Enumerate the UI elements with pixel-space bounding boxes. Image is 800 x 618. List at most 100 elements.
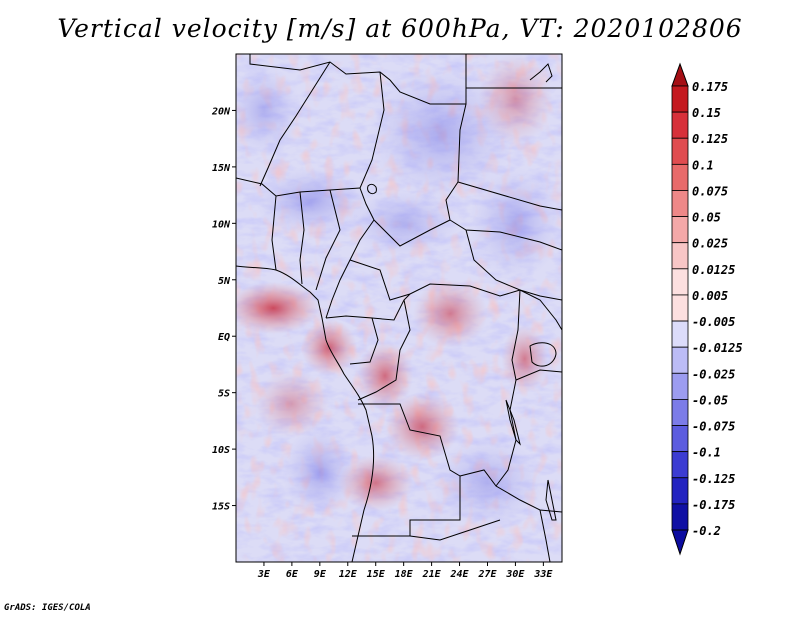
colorbar-label: 0.05 (692, 211, 721, 225)
velocity-field (236, 54, 562, 562)
colorbar-label: -0.075 (692, 420, 735, 434)
border-nigeria (315, 189, 341, 291)
colorbar-segment (671, 216, 689, 244)
colorbar-segment (671, 190, 689, 217)
border-north-2 (259, 61, 331, 187)
border-mozambique (539, 509, 551, 562)
lake-chad (367, 183, 377, 195)
country-borders (236, 54, 562, 562)
lake-tanganyika (505, 399, 521, 446)
velocity-anomalies (236, 54, 562, 529)
map-panel (235, 53, 563, 563)
border-car (349, 259, 521, 301)
colorbar-segment (671, 320, 689, 348)
colorbar-segment (671, 425, 689, 453)
colorbar-label: -0.175 (692, 498, 735, 512)
colorbar-bottom-arrow (671, 529, 689, 556)
colorbar: 0.175 0.15 0.125 0.1 0.075 0.05 0.025 0.0125 0.0… (671, 62, 743, 556)
lon-tick-label: 15E (367, 569, 386, 580)
border-sudan (457, 181, 562, 211)
colorbar-label: -0.125 (692, 472, 735, 486)
border-gabon (325, 315, 379, 365)
colorbar-segment (671, 372, 689, 400)
lat-tick-label: 5N (218, 276, 231, 287)
border-west-2 (271, 195, 277, 271)
updraft-positive-4 (385, 392, 460, 461)
border-congo (371, 293, 411, 321)
colorbar-segment (671, 451, 689, 479)
border-south (409, 519, 501, 541)
grads-credit: GrADS: IGES/COLA (4, 603, 91, 613)
lat-tick-label: 5S (218, 389, 230, 400)
colorbar-segment (671, 268, 689, 296)
colorbar-segment (671, 294, 689, 322)
colorbar-label: -0.025 (692, 367, 735, 381)
colorbar-label: -0.2 (692, 524, 721, 538)
lat-tick-label: 10S (212, 445, 230, 456)
colorbar-label: -0.1 (692, 446, 721, 460)
updraft-negative-2 (347, 189, 460, 258)
colorbar-label: 0.1 (692, 158, 714, 172)
updraft-positive-0 (236, 282, 320, 334)
lon-tick-label: 30E (505, 569, 525, 580)
colorbar-label: 0.025 (692, 237, 728, 251)
colorbar-segment (671, 85, 689, 113)
updraft-positive-5 (338, 454, 413, 512)
lake-malawi (545, 479, 557, 521)
lat-tick-label: 15S (212, 502, 230, 513)
colorbar-label: 0.175 (692, 80, 728, 94)
colorbar-segment (671, 163, 689, 191)
lat-tick-label: 15N (212, 163, 231, 174)
updraft-negative-4 (282, 426, 358, 517)
border-west-3 (299, 191, 305, 285)
updraft-negative-3 (468, 166, 562, 280)
border-south-sudan (465, 229, 562, 301)
lat-tick-label: 10N (212, 219, 231, 230)
latitude-axis: 20N 15N 10N 5N EQ 5S 10S 15S (211, 106, 236, 513)
red-sea-coast (529, 63, 553, 83)
lon-tick-label: 3E (257, 569, 271, 580)
colorbar-segment (671, 111, 689, 139)
longitude-axis: 3E 6E 9E 12E 15E 18E 21E 24E 27E 30E 33E (257, 562, 553, 580)
colorbar-label: 0.15 (692, 106, 721, 120)
border-angola-zambia (352, 476, 461, 537)
colorbar-segment (671, 242, 689, 270)
plot-title: Vertical velocity [m/s] at 600hPa, VT: 2… (57, 14, 743, 43)
colorbar-label: -0.0125 (692, 341, 743, 355)
lon-tick-label: 6E (286, 569, 299, 580)
updraft-positive-7 (478, 54, 553, 145)
lon-tick-label: 9E (314, 569, 327, 580)
colorbar-segment (671, 137, 689, 165)
lon-tick-label: 27E (477, 569, 497, 580)
updraft-negative-5 (431, 437, 544, 529)
updraft-negative-6 (236, 65, 302, 156)
border-zambia (459, 469, 562, 513)
updraft-negative-1 (254, 166, 367, 235)
colorbar-label: -0.05 (692, 393, 728, 407)
lon-tick-label: 12E (339, 569, 358, 580)
colorbar-label: 0.075 (692, 184, 728, 198)
colorbar-segment (671, 503, 689, 531)
border-west-1 (236, 177, 361, 197)
border-drc-west (357, 299, 411, 401)
colorbar-label: 0.125 (692, 132, 728, 146)
lake-victoria (529, 342, 557, 367)
lat-tick-label: EQ (218, 332, 230, 343)
border-drc-east (495, 289, 521, 487)
lon-tick-label: 24E (450, 569, 470, 580)
updraft-positive-8 (254, 370, 330, 438)
colorbar-segment (671, 477, 689, 505)
border-cameroon (325, 219, 375, 319)
border-tanzania (515, 369, 562, 381)
lat-tick-label: 20N (211, 106, 231, 117)
colorbar-segment (671, 346, 689, 374)
colorbar-label: -0.005 (692, 315, 735, 329)
border-chad-car (373, 219, 451, 247)
lon-tick-label: 18E (395, 569, 414, 580)
colorbar-top-arrow (671, 62, 689, 87)
border-angola-drc (358, 403, 461, 477)
colorbar-segment (671, 399, 689, 426)
lon-tick-label: 21E (422, 569, 442, 580)
border-east-africa (519, 289, 562, 331)
